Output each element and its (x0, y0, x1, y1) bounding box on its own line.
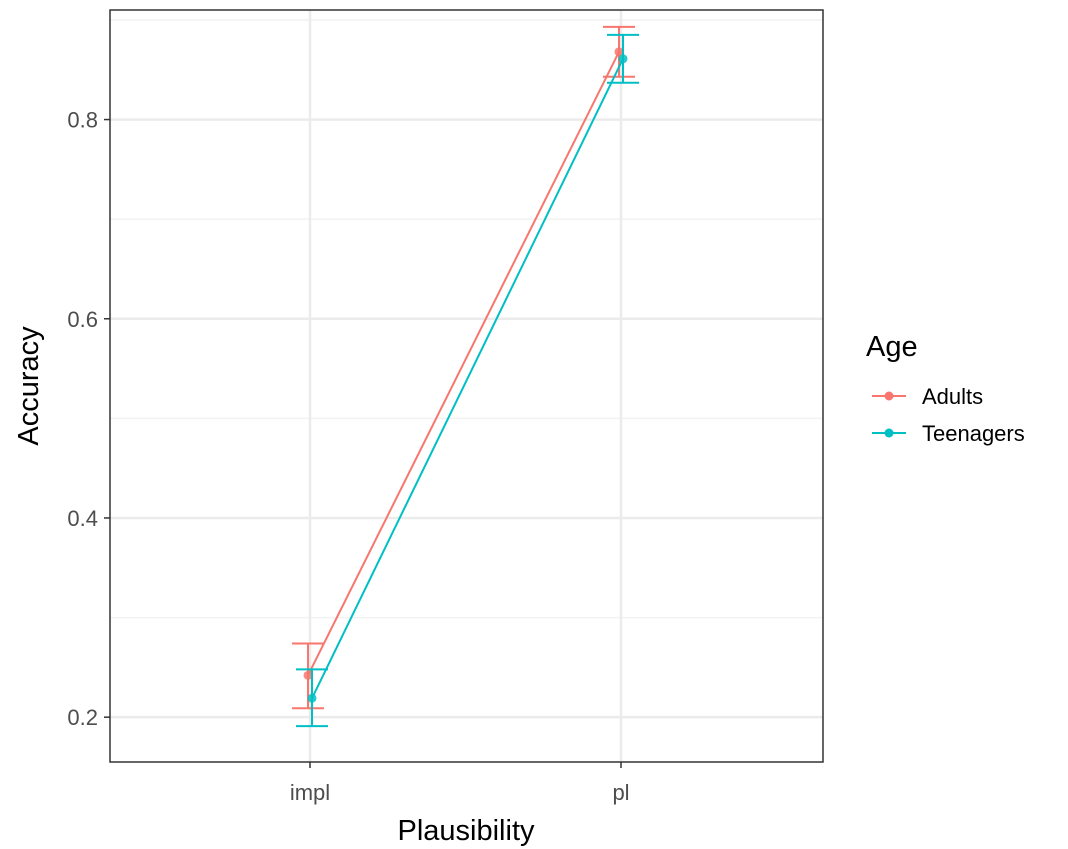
x-tick-label: pl (612, 780, 629, 805)
y-tick-label: 0.8 (67, 108, 98, 133)
series-layer (292, 25, 639, 728)
legend-label: Adults (922, 384, 983, 409)
series-line (311, 58, 624, 699)
y-axis-title: Accuracy (13, 326, 45, 446)
grid-minor (110, 19, 823, 619)
legend-items: Adults Teenagers (872, 384, 1025, 446)
x-axis: impl pl (290, 762, 630, 805)
plot-panel (110, 10, 823, 762)
data-point (618, 54, 628, 64)
y-axis: 0.2 0.4 0.6 0.8 (67, 108, 110, 730)
legend-label: Teenagers (922, 421, 1025, 446)
plot-border (109, 9, 824, 763)
legend-key-point (884, 428, 894, 438)
legend-title: Age (866, 331, 918, 363)
data-point (614, 47, 624, 57)
legend-item-teenagers: Teenagers (872, 421, 1025, 446)
legend: Age Adults Teenagers (866, 331, 1025, 446)
x-axis-title: Plausibility (398, 815, 535, 847)
x-tick-label: impl (290, 780, 330, 805)
y-tick-label: 0.6 (67, 307, 98, 332)
series-teenagers (296, 33, 639, 728)
grid-major (110, 10, 823, 762)
legend-item-adults: Adults (872, 384, 983, 409)
series-line (307, 51, 620, 676)
y-tick-label: 0.4 (67, 506, 98, 531)
y-tick-label: 0.2 (67, 705, 98, 730)
data-point (303, 670, 313, 680)
legend-key-point (884, 391, 894, 401)
data-point (307, 693, 317, 703)
plot-area (109, 9, 824, 763)
